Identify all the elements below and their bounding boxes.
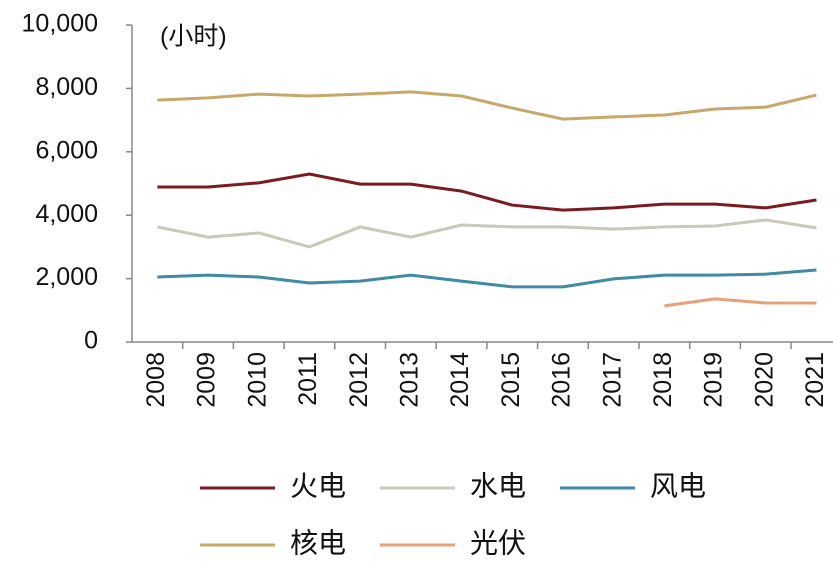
y-tick-label: 2,000 [35, 263, 98, 291]
legend-label: 光伏 [470, 527, 526, 558]
x-tick-label: 2015 [497, 352, 525, 408]
x-tick-label: 2009 [193, 352, 221, 408]
x-tick-label: 2012 [345, 352, 373, 408]
x-tick-label: 2010 [243, 352, 271, 408]
x-tick-label: 2019 [700, 352, 728, 408]
x-tick-label: 2020 [750, 352, 778, 408]
x-tick-label: 2021 [801, 352, 829, 408]
y-tick-label: 10,000 [22, 10, 98, 38]
x-tick-label: 2018 [649, 352, 677, 408]
y-tick-label: 0 [84, 327, 98, 355]
series-line [664, 297, 817, 308]
legend-label: 风电 [650, 470, 706, 501]
series-line [157, 218, 817, 249]
legend-label: 火电 [290, 470, 346, 501]
x-tick-label: 2014 [446, 352, 474, 408]
legend-label: 水电 [470, 470, 526, 501]
x-tick-label: 2008 [142, 352, 170, 408]
y-tick-label: 6,000 [35, 136, 98, 164]
y-tick-label: 4,000 [35, 200, 98, 228]
x-tick-label: 2011 [294, 352, 322, 406]
series-line [157, 172, 817, 212]
unit-annotation: (小时) [160, 23, 227, 51]
legend-label: 核电 [290, 527, 346, 558]
series-line [157, 90, 817, 121]
series-line [157, 268, 817, 289]
y-tick-label: 8,000 [35, 73, 98, 101]
x-tick-label: 2013 [395, 352, 423, 408]
x-tick-label: 2016 [548, 352, 576, 408]
x-tick-label: 2017 [598, 352, 626, 408]
